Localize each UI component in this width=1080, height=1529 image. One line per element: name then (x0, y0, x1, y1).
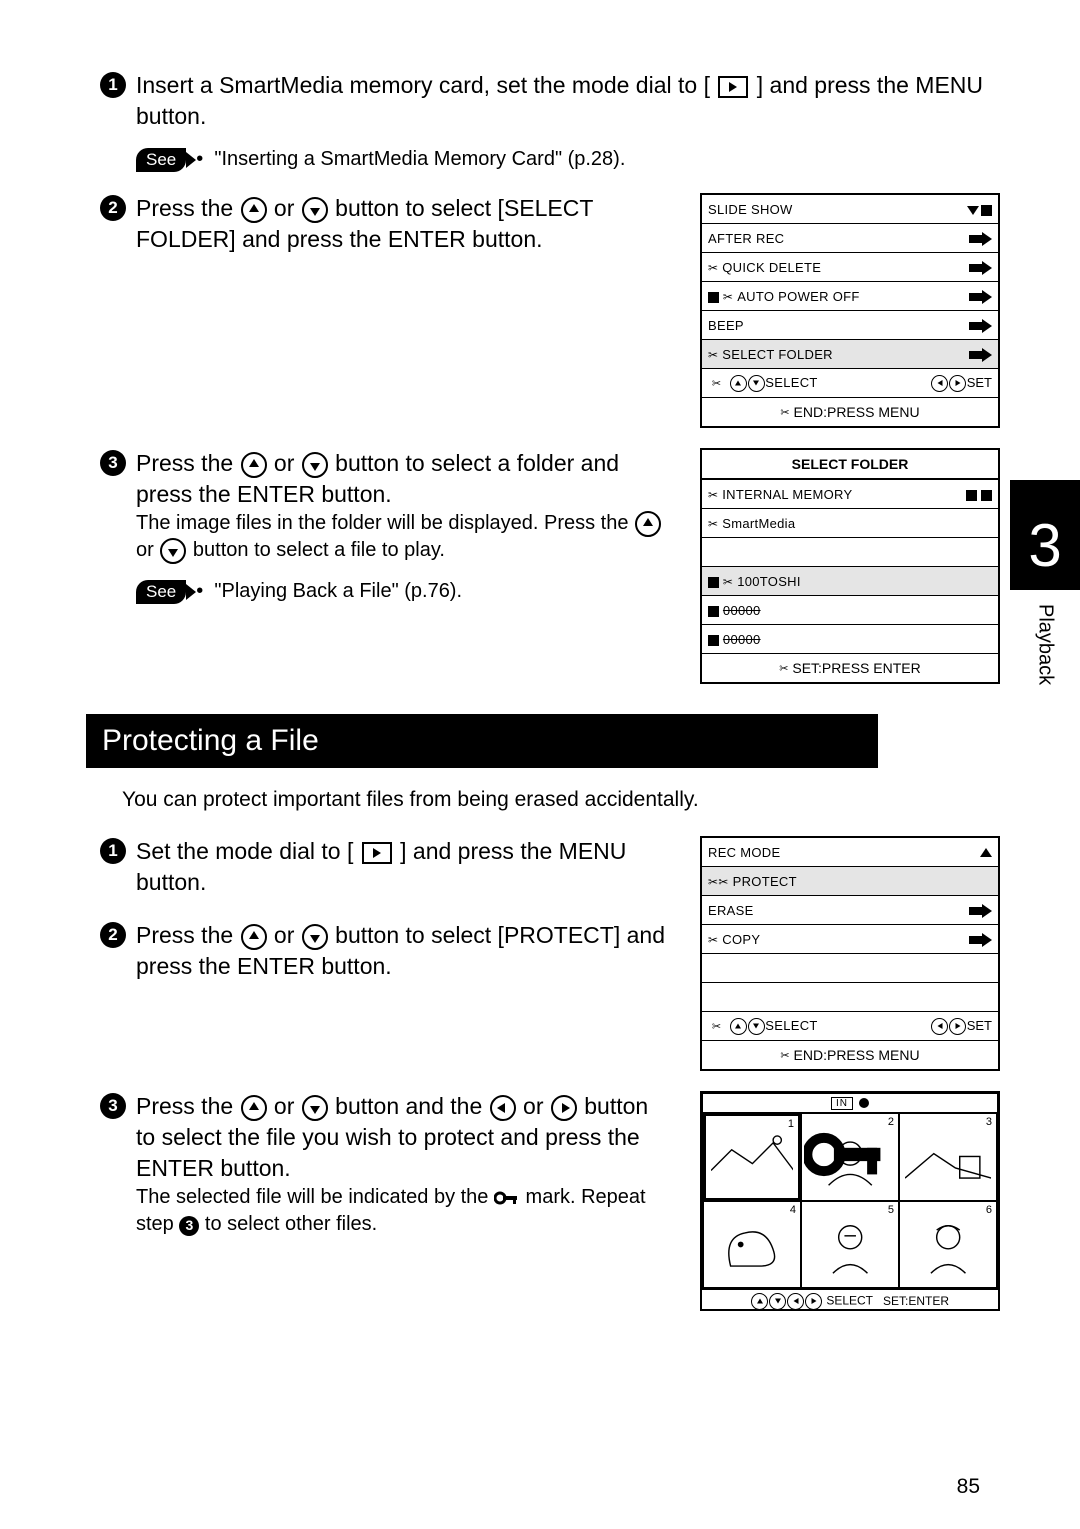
lcd-footer: ✂ SET:PRESS ENTER (702, 654, 998, 682)
see-bubble: See (136, 148, 186, 172)
lcd-row: SLIDE SHOW (702, 195, 998, 224)
playback-mode-icon (718, 76, 748, 98)
step-2-top: 2 Press the or button to select [SELECT … (100, 193, 670, 255)
lcd-screen-menu-2: REC MODE✂✂ PROTECTERASE✂ COPY ✂ SELECTSE… (700, 836, 1000, 1071)
lcd-row: 00000 (702, 596, 998, 625)
record-dot-icon (859, 1098, 869, 1108)
lcd-spacer (702, 983, 998, 1012)
thumbnail-5: 5 (801, 1201, 899, 1289)
protect-step-3-text: Press the or button and the or button to… (136, 1091, 670, 1238)
thumb-footer-set: SET:ENTER (883, 1294, 949, 1308)
lcd-footer: ✂ SELECTSET (702, 369, 998, 398)
step-1-text: Insert a SmartMedia memory card, set the… (136, 70, 1000, 132)
thumbnail-1: 1 (703, 1113, 801, 1201)
thumbnail-3: 3 (899, 1113, 997, 1201)
step-2-row: 2 Press the or button to select [SELECT … (100, 193, 1000, 428)
thumbnail-6: 6 (899, 1201, 997, 1289)
lcd-thumbnail-screen: IN 1 2 3 4 (700, 1091, 1000, 1311)
up-button-icon (635, 511, 661, 537)
step-3-row: 3 Press the or button to select a folder… (100, 448, 1000, 684)
lcd-row: ✂ COPY (702, 925, 998, 954)
lcd-row: BEEP (702, 311, 998, 340)
manual-page: 1 Insert a SmartMedia memory card, set t… (0, 0, 1080, 1529)
memory-in-label: IN (831, 1097, 853, 1110)
protect-step-1-text: Set the mode dial to [ ] and press the M… (136, 836, 670, 898)
protect-step-3-row: 3 Press the or button and the or button … (100, 1091, 1000, 1311)
lcd-row: ✂✂ PROTECT (702, 867, 998, 896)
protect-step-3: 3 Press the or button and the or button … (100, 1091, 670, 1238)
thumbnail-4: 4 (703, 1201, 801, 1289)
down-button-icon (160, 538, 186, 564)
section-intro: You can protect important files from bei… (122, 788, 1000, 812)
section-heading: Protecting a File (86, 714, 878, 768)
lcd-row: ✂ INTERNAL MEMORY (702, 480, 998, 509)
lcd-footer: ✂ SELECTSET (702, 1012, 998, 1041)
protect-step-1: 1 Set the mode dial to [ ] and press the… (100, 836, 670, 898)
lcd-row: 00000 (702, 625, 998, 654)
step-2-text: Press the or button to select [SELECT FO… (136, 193, 670, 255)
step-3-text: Press the or button to select a folder a… (136, 448, 670, 564)
thumbnail-grid: 1 2 3 4 5 (703, 1113, 997, 1288)
lcd-row: AFTER REC (702, 224, 998, 253)
protect-steps-row: 1 Set the mode dial to [ ] and press the… (100, 836, 1000, 1071)
protect-step-3-subtext: The selected file will be indicated by t… (136, 1184, 670, 1238)
down-button-icon (302, 452, 328, 478)
up-button-icon (241, 924, 267, 950)
step-1-top: 1 Insert a SmartMedia memory card, set t… (100, 70, 1000, 132)
step-3-subtext: The image files in the folder will be di… (136, 510, 670, 564)
lcd-screen-folder-select: SELECT FOLDER✂ INTERNAL MEMORY ✂ SmartMe… (700, 448, 1000, 684)
key-lock-icon (494, 1189, 520, 1207)
see-reference-1: See • "Inserting a SmartMedia Memory Car… (136, 146, 1000, 173)
playback-mode-icon (362, 842, 392, 864)
protect-step-2-text: Press the or button to select [PROTECT] … (136, 920, 670, 982)
lcd-spacer (702, 538, 998, 567)
text: Insert a SmartMedia memory card, set the… (136, 72, 716, 98)
lcd-footer-2: ✂ END:PRESS MENU (702, 398, 998, 426)
lcd-row: REC MODE (702, 838, 998, 867)
step-ref-3: 3 (179, 1216, 199, 1236)
thumbnail-2: 2 (801, 1113, 899, 1201)
up-button-icon (241, 197, 267, 223)
chapter-tab: 3 Playback (1010, 480, 1080, 685)
lcd-row: ✂ SmartMedia (702, 509, 998, 538)
thumb-header: IN (703, 1094, 997, 1113)
step-number-2: 2 (100, 195, 126, 221)
lcd-row: ERASE (702, 896, 998, 925)
lcd-title: SELECT FOLDER (702, 450, 998, 480)
lcd-spacer (702, 954, 998, 983)
step-number-1: 1 (100, 838, 126, 864)
lcd-footer-2: ✂ END:PRESS MENU (702, 1041, 998, 1069)
right-button-icon (551, 1095, 577, 1121)
see-bubble: See (136, 580, 186, 604)
see-reference-2: See • "Playing Back a File" (p.76). (136, 578, 670, 605)
step-number-3: 3 (100, 1093, 126, 1119)
see-text: • "Inserting a SmartMedia Memory Card" (… (196, 146, 625, 173)
left-button-icon (490, 1095, 516, 1121)
lcd-screen-menu-1: SLIDE SHOWAFTER REC✂ QUICK DELETE ✂ AUTO… (700, 193, 1000, 428)
down-button-icon (302, 197, 328, 223)
step-number-1: 1 (100, 72, 126, 98)
chapter-number: 3 (1010, 480, 1080, 590)
up-button-icon (241, 1095, 267, 1121)
thumb-footer: SELECT SET:ENTER (702, 1289, 998, 1312)
lcd-row: ✂ QUICK DELETE (702, 253, 998, 282)
up-button-icon (241, 452, 267, 478)
lcd-row: ✂ SELECT FOLDER (702, 340, 998, 369)
see-text: • "Playing Back a File" (p.76). (196, 578, 462, 605)
protect-step-2: 2 Press the or button to select [PROTECT… (100, 920, 670, 982)
step-number-3: 3 (100, 450, 126, 476)
chapter-label: Playback (1034, 604, 1057, 685)
down-button-icon (302, 924, 328, 950)
page-number: 85 (957, 1475, 980, 1499)
lcd-row: ✂ AUTO POWER OFF (702, 282, 998, 311)
step-number-2: 2 (100, 922, 126, 948)
step-3-top: 3 Press the or button to select a folder… (100, 448, 670, 564)
down-button-icon (302, 1095, 328, 1121)
lcd-row: ✂ 100TOSHI (702, 567, 998, 596)
